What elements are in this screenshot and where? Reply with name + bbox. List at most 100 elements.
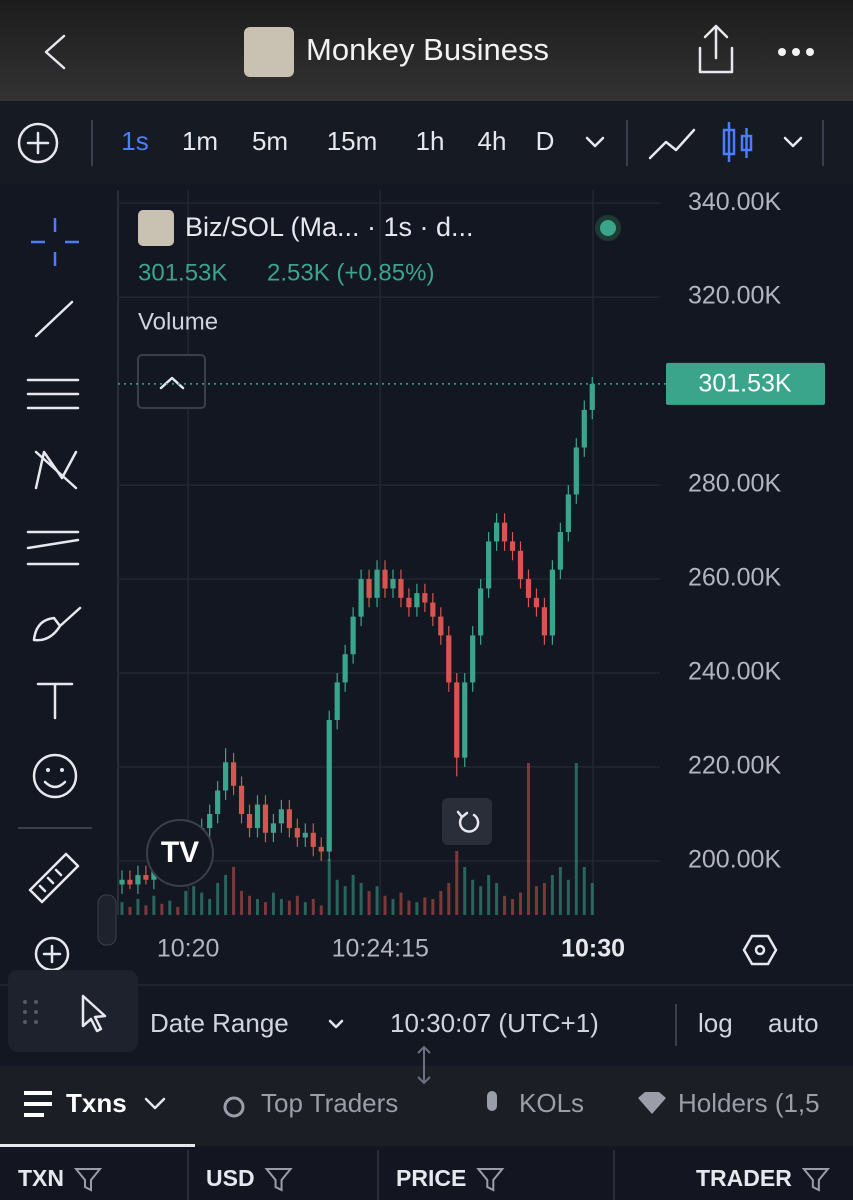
- zoom-tool[interactable]: [34, 936, 70, 972]
- date-range-button[interactable]: Date Range: [150, 1008, 289, 1038]
- column-header[interactable]: PRICE: [396, 1165, 466, 1191]
- text-tool[interactable]: [36, 682, 74, 720]
- volume-bar: [391, 899, 395, 915]
- volume-bar: [216, 883, 220, 915]
- volume-bar: [590, 883, 594, 915]
- y-tick-label: 280.00K: [688, 470, 781, 498]
- tab-chevron: [144, 1097, 166, 1110]
- interval-button[interactable]: 4h: [478, 126, 507, 156]
- interval-button[interactable]: 5m: [252, 126, 288, 156]
- volume-bar: [519, 892, 523, 915]
- candle-body: [478, 588, 484, 636]
- volume-bar: [351, 875, 355, 915]
- horizontal-lines-tool[interactable]: [26, 378, 80, 410]
- column-header[interactable]: TXN: [18, 1165, 64, 1191]
- x-tick-label: 10:24:15: [332, 935, 429, 963]
- candle-body: [374, 569, 380, 598]
- candle-body: [230, 762, 237, 786]
- fib-tool[interactable]: [26, 530, 80, 566]
- auto-toggle[interactable]: auto: [768, 1008, 819, 1038]
- tab-icon: [24, 1091, 52, 1117]
- tab-icon: [487, 1091, 497, 1111]
- line-chart-button[interactable]: [648, 128, 696, 160]
- candle-body: [143, 875, 149, 880]
- chart-type-dropdown[interactable]: [783, 136, 803, 148]
- volume-bar: [383, 895, 387, 915]
- volume-bar: [534, 886, 538, 915]
- volume-bar: [367, 891, 371, 915]
- emoji-tool[interactable]: [32, 753, 78, 799]
- candle-body: [294, 828, 300, 838]
- more-button[interactable]: [778, 48, 814, 56]
- filter-icon: [801, 1168, 830, 1192]
- filter-icon: [476, 1168, 505, 1192]
- tab-icon: [638, 1092, 666, 1114]
- page-title: Monkey Business: [306, 32, 549, 67]
- volume-bar: [503, 895, 507, 915]
- collapse-tools[interactable]: [97, 894, 117, 946]
- column-header[interactable]: USD: [206, 1165, 255, 1191]
- crosshair-tool[interactable]: [31, 218, 79, 266]
- time-zone[interactable]: 10:30:07 (UTC+1): [390, 1008, 599, 1038]
- volume-bar: [311, 899, 315, 915]
- candle-body: [350, 616, 356, 655]
- volume-bar: [574, 763, 578, 915]
- volume-bar: [359, 883, 363, 915]
- pattern-tool[interactable]: [34, 450, 78, 490]
- candle-body: [462, 682, 468, 758]
- interval-button[interactable]: 1s: [121, 126, 148, 156]
- interval-button[interactable]: 1m: [182, 126, 218, 156]
- brush-tool[interactable]: [32, 606, 82, 642]
- add-indicator-button[interactable]: [17, 122, 59, 164]
- interval-button[interactable]: D: [536, 126, 555, 156]
- volume-bar: [192, 886, 196, 915]
- interval-button[interactable]: 15m: [327, 126, 378, 156]
- tab[interactable]: KOLs: [519, 1088, 584, 1118]
- volume-bar: [439, 891, 443, 915]
- volume-bar: [407, 900, 411, 915]
- share-button[interactable]: [698, 24, 734, 74]
- tab[interactable]: Top Traders: [261, 1088, 398, 1118]
- resize-handle[interactable]: [417, 1045, 431, 1085]
- interval-button[interactable]: 1h: [416, 126, 445, 156]
- table-header: [0, 1148, 853, 1200]
- volume-bar: [375, 886, 379, 915]
- plot-area: [118, 190, 660, 915]
- log-toggle[interactable]: log: [698, 1008, 733, 1038]
- candle-body: [398, 579, 404, 598]
- candle-body: [262, 804, 269, 833]
- trend-line-tool[interactable]: [34, 300, 74, 338]
- volume-bar: [168, 900, 172, 915]
- candle-body: [422, 593, 428, 603]
- interval-dropdown[interactable]: [585, 136, 605, 148]
- tab[interactable]: Txns: [66, 1088, 127, 1118]
- back-button[interactable]: [44, 34, 66, 70]
- candle-chart-button[interactable]: [722, 122, 753, 162]
- tv-logo[interactable]: TV: [146, 819, 214, 887]
- candle-body: [254, 804, 261, 829]
- settings-button[interactable]: [742, 934, 778, 966]
- candle-body: [430, 602, 436, 617]
- candle-body: [334, 682, 340, 721]
- volume-bar: [176, 907, 180, 915]
- candle-body: [151, 870, 157, 880]
- svg-text:TV: TV: [161, 836, 199, 869]
- ruler-tool[interactable]: [28, 852, 80, 904]
- token-icon: [244, 27, 294, 77]
- candle-body: [238, 785, 245, 814]
- top-bar: [0, 0, 853, 101]
- volume-bar: [343, 886, 347, 915]
- tab[interactable]: Holders (1,5: [678, 1088, 820, 1118]
- candle-body: [470, 635, 476, 683]
- pair-icon: [138, 210, 174, 246]
- volume-bar: [550, 875, 554, 915]
- pair-title: Biz/SOL (Ma... · 1s · d...: [185, 212, 474, 242]
- volume-bar: [487, 875, 491, 915]
- volume-bar: [526, 763, 530, 915]
- candle-body: [342, 654, 348, 683]
- reset-button[interactable]: [442, 798, 492, 845]
- collapse-legend[interactable]: [137, 354, 206, 409]
- column-header[interactable]: TRADER: [696, 1165, 792, 1191]
- floating-cursor-panel[interactable]: [8, 970, 138, 1052]
